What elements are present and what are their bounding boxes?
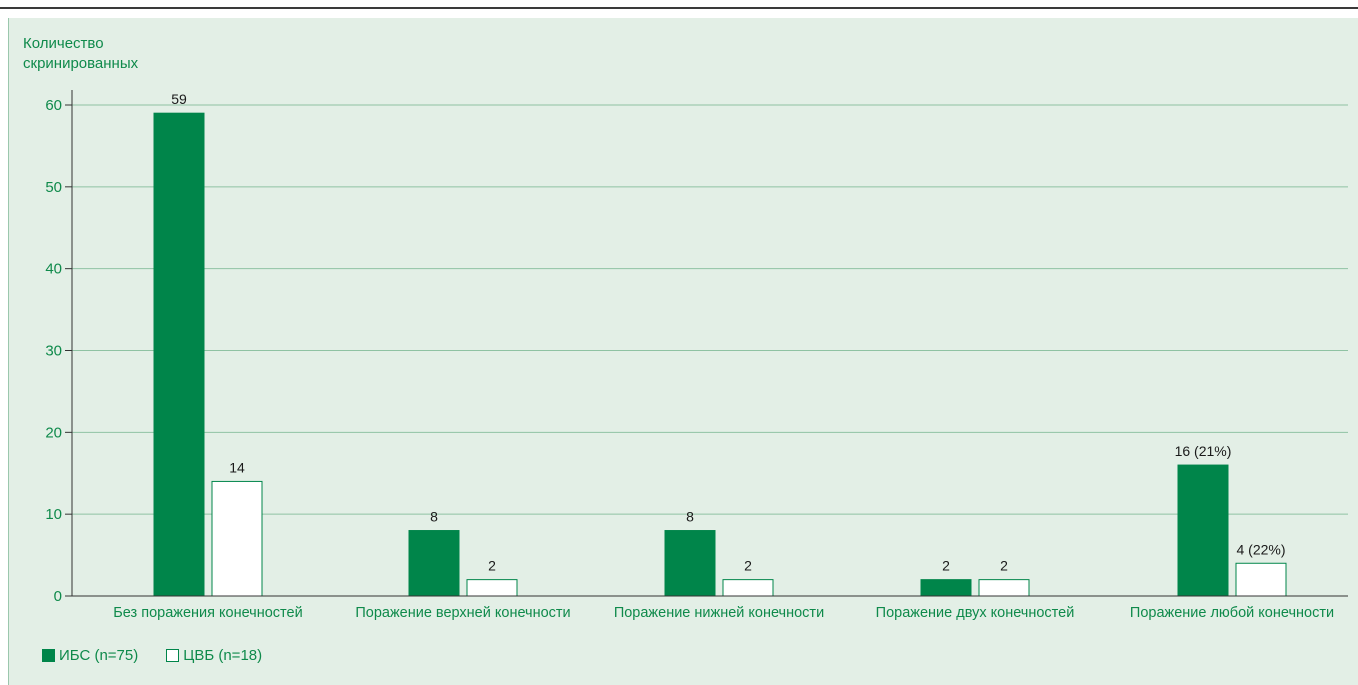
value-label-ibs: 8 [686, 509, 694, 525]
bar-ibs [153, 112, 205, 597]
y-axis-ticks: 0 10 20 30 40 50 60 [45, 97, 72, 605]
bar-cvb [978, 579, 1030, 597]
legend: ИБС (n=75) ЦВБ (n=18) [42, 645, 290, 665]
value-labels: 59 14 8 2 8 2 2 2 16 (21%) 4 (22%) [171, 91, 1285, 573]
legend-label-cvb: ЦВБ (n=18) [183, 646, 263, 664]
y-tick-label: 10 [45, 506, 62, 523]
y-tick-label: 60 [45, 97, 62, 114]
value-label-ibs: 2 [942, 558, 950, 574]
bar-ibs [1177, 464, 1229, 597]
category-label: Поражение любой конечности [1130, 605, 1334, 621]
value-label-cvb: 2 [488, 558, 496, 574]
legend-item-ibs: ИБС (n=75) [42, 647, 138, 664]
y-tick-label: 50 [45, 179, 62, 196]
category-label: Без поражения конечностей [113, 605, 302, 621]
value-label-cvb: 2 [744, 558, 752, 574]
legend-swatch-cvb [166, 648, 180, 662]
gridlines [72, 104, 1348, 515]
category-label: Поражение двух конечностей [876, 605, 1075, 621]
bar-ibs [664, 530, 716, 597]
category-label: Поражение нижней конечности [614, 605, 824, 621]
bars [153, 112, 1287, 597]
y-axis-title: Количество скринированных [23, 35, 139, 72]
bar-cvb [466, 579, 518, 597]
y-tick-label: 20 [45, 424, 62, 441]
category-labels: Без поражения конечностей Поражение верхн… [113, 605, 1334, 621]
value-label-ibs: 59 [171, 91, 187, 107]
bar-cvb [1235, 562, 1287, 597]
y-tick-label: 30 [45, 343, 62, 360]
bar-ibs [920, 579, 972, 597]
legend-label-ibs: ИБС (n=75) [59, 646, 139, 664]
value-label-cvb: 14 [229, 459, 245, 475]
top-rule [0, 7, 1358, 9]
value-label-ibs: 8 [430, 509, 438, 525]
y-tick-label: 0 [54, 588, 62, 605]
category-label: Поражение верхней конечности [355, 605, 570, 621]
legend-swatch-ibs [42, 648, 55, 662]
value-label-cvb: 4 (22%) [1236, 541, 1285, 557]
legend-item-cvb: ЦВБ (n=18) [166, 647, 262, 664]
value-label-ibs: 16 (21%) [1175, 443, 1232, 459]
y-tick-label: 40 [45, 261, 62, 278]
bar-ibs [408, 530, 460, 597]
value-label-cvb: 2 [1000, 558, 1008, 574]
bar-cvb [211, 480, 263, 597]
bar-cvb [722, 579, 774, 597]
